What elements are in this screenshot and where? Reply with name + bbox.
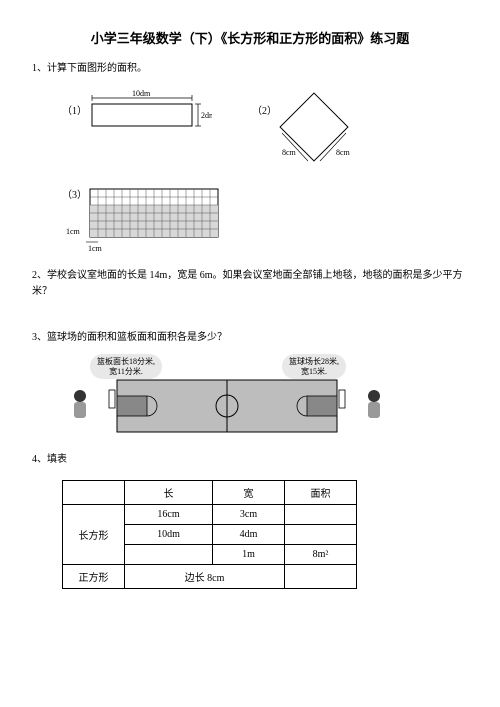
bubble-left-l1: 篮板面长18分米, — [97, 357, 155, 366]
fig1-h: 2dm — [201, 111, 212, 120]
figure-1: （1） 10dm 2dm — [62, 89, 212, 139]
q1-num: 1、 — [32, 63, 47, 74]
cell: 3cm — [213, 505, 285, 525]
table-row: 正方形 边长 8cm — [63, 565, 357, 589]
fig2-label: （2） — [252, 105, 277, 117]
question-2: 2、学校会议室地面的长是 14m，宽是 6m。如果会议室地面全部铺上地毯，地毯的… — [32, 268, 468, 300]
fig1-label: （1） — [62, 105, 87, 117]
answer-table: 长 宽 面积 长方形 16cm 3cm 10dm 4dm 1m 8m² 正方形 … — [62, 480, 357, 589]
q3-num: 3、 — [32, 332, 47, 343]
q2-text: 学校会议室地面的长是 14m，宽是 6m。如果会议室地面全部铺上地毯，地毯的面积… — [32, 270, 463, 297]
q3-text: 篮球场的面积和篮板面和面积各是多少？ — [47, 332, 227, 343]
th-length: 长 — [125, 481, 213, 505]
figure-3: （3） 1cm 1cm — [62, 184, 468, 254]
q2-num: 2、 — [32, 270, 47, 281]
fig2-b: 8cm — [336, 148, 351, 157]
cell — [125, 545, 213, 565]
cell: 16cm — [125, 505, 213, 525]
bubble-right-l1: 篮球场长28米, — [289, 357, 339, 366]
cell: 8m² — [285, 545, 357, 565]
fig2-a: 8cm — [282, 148, 297, 157]
th-area: 面积 — [285, 481, 357, 505]
question-3: 3、篮球场的面积和篮板面和面积各是多少？ — [32, 330, 468, 346]
table-row: 长方形 16cm 3cm — [63, 505, 357, 525]
fig3-bottom: 1cm — [88, 244, 103, 253]
bubble-right-l2: 宽15米. — [301, 367, 327, 376]
cell: 4dm — [213, 525, 285, 545]
bubble-left-l2: 宽11分米. — [109, 367, 143, 376]
figure-2: （2） 8cm 8cm — [252, 89, 362, 174]
th-width: 宽 — [213, 481, 285, 505]
q4-text: 填表 — [47, 454, 67, 465]
cell: 1m — [213, 545, 285, 565]
cell-rect-label: 长方形 — [63, 505, 125, 565]
th-blank — [63, 481, 125, 505]
cell: 边长 8cm — [125, 565, 285, 589]
figure-row-1: （1） 10dm 2dm （2） 8cm 8cm — [62, 89, 468, 174]
fig1-w: 10dm — [132, 89, 151, 98]
fig3-side: 1cm — [66, 227, 81, 236]
fig3-label: （3） — [62, 189, 87, 201]
bubble-right: 篮球场长28米, 宽15米. — [282, 354, 346, 379]
cell — [285, 505, 357, 525]
bubble-left: 篮板面长18分米, 宽11分米. — [90, 354, 162, 379]
cell: 10dm — [125, 525, 213, 545]
question-4: 4、填表 — [32, 452, 468, 468]
cell-square-label: 正方形 — [63, 565, 125, 589]
table-header-row: 长 宽 面积 — [63, 481, 357, 505]
q4-num: 4、 — [32, 454, 47, 465]
question-1: 1、计算下面图形的面积。 — [32, 61, 468, 77]
basketball-figure: 篮板面长18分米, 宽11分米. 篮球场长28米, 宽15米. — [62, 358, 468, 438]
cell — [285, 525, 357, 545]
cell — [285, 565, 357, 589]
page-title: 小学三年级数学（下）《长方形和正方形的面积》练习题 — [32, 28, 468, 47]
q1-text: 计算下面图形的面积。 — [47, 63, 147, 74]
